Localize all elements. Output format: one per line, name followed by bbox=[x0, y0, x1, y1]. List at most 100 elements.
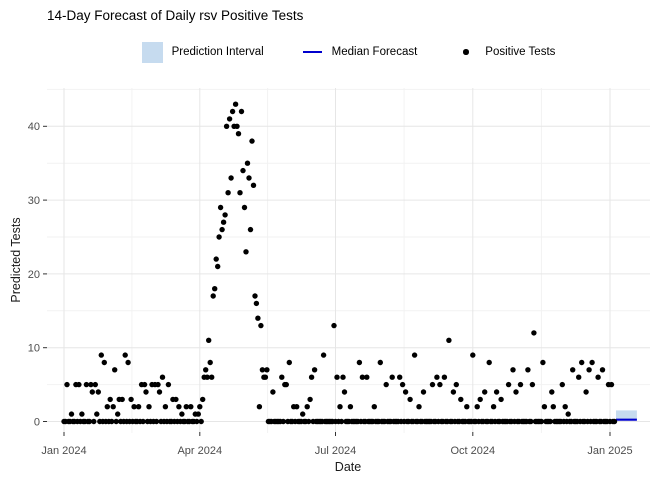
data-point bbox=[194, 418, 200, 425]
data-point bbox=[91, 418, 97, 425]
data-point bbox=[411, 352, 418, 358]
data-point bbox=[119, 396, 125, 403]
y-tick-label: 10 bbox=[28, 343, 40, 355]
data-point bbox=[195, 411, 201, 417]
data-point bbox=[320, 352, 327, 358]
y-tick-label: 30 bbox=[28, 195, 40, 207]
x-tick-label: Jan 2025 bbox=[587, 445, 632, 457]
data-point bbox=[207, 359, 213, 366]
data-point bbox=[383, 381, 389, 388]
data-point bbox=[219, 226, 225, 233]
positive-tests-key-box bbox=[455, 42, 476, 63]
data-point bbox=[235, 131, 242, 137]
data-point bbox=[446, 337, 452, 343]
data-point bbox=[528, 418, 534, 425]
data-point bbox=[210, 293, 216, 299]
data-point bbox=[68, 411, 75, 417]
legend-item-prediction-interval: Prediction Interval bbox=[141, 41, 264, 63]
data-point bbox=[377, 359, 383, 366]
data-point bbox=[128, 396, 134, 403]
data-point bbox=[222, 212, 228, 218]
data-point bbox=[183, 404, 189, 410]
data-point bbox=[122, 352, 128, 358]
data-point bbox=[86, 418, 93, 425]
data-point bbox=[306, 418, 312, 425]
x-tick-label: Jul 2024 bbox=[315, 445, 357, 457]
data-point bbox=[359, 374, 366, 380]
data-point bbox=[364, 374, 370, 380]
data-point bbox=[206, 337, 212, 343]
data-point bbox=[371, 404, 377, 410]
chart-title: 14-Day Forecast of Daily rsv Positive Te… bbox=[47, 8, 304, 23]
x-tick-label: Oct 2024 bbox=[450, 445, 495, 457]
data-point bbox=[89, 389, 96, 395]
data-point bbox=[243, 249, 249, 255]
data-point bbox=[283, 381, 289, 388]
data-point bbox=[347, 404, 354, 410]
y-tick-label: 40 bbox=[28, 121, 40, 133]
data-point bbox=[165, 381, 172, 388]
data-point bbox=[608, 381, 615, 388]
data-point bbox=[437, 381, 443, 388]
data-point bbox=[441, 374, 448, 380]
data-point bbox=[216, 234, 222, 240]
data-point bbox=[220, 219, 227, 225]
data-point bbox=[517, 381, 524, 388]
data-point bbox=[477, 396, 483, 403]
data-point bbox=[300, 411, 306, 417]
data-point bbox=[450, 389, 457, 395]
data-point bbox=[562, 404, 568, 410]
data-point bbox=[311, 367, 318, 373]
data-point bbox=[474, 404, 480, 410]
data-point bbox=[198, 418, 204, 425]
data-point bbox=[98, 352, 105, 358]
data-point bbox=[341, 389, 348, 395]
data-point bbox=[143, 389, 149, 395]
data-point bbox=[493, 389, 500, 395]
data-point bbox=[486, 359, 492, 366]
y-axis-title: Predicted Tests bbox=[9, 217, 23, 303]
data-point bbox=[529, 381, 536, 388]
data-point bbox=[203, 367, 209, 373]
data-point bbox=[247, 226, 254, 233]
data-point bbox=[541, 404, 548, 410]
data-point bbox=[259, 367, 266, 373]
data-point bbox=[88, 381, 94, 388]
data-point bbox=[255, 315, 261, 321]
data-point bbox=[232, 101, 239, 107]
data-point bbox=[458, 396, 464, 403]
data-point bbox=[513, 389, 519, 395]
data-point bbox=[262, 374, 269, 380]
data-point bbox=[226, 116, 233, 122]
data-point bbox=[583, 389, 589, 395]
data-point bbox=[156, 389, 163, 395]
x-tick-label: Jan 2024 bbox=[41, 445, 86, 457]
data-point bbox=[498, 396, 504, 403]
x-tick-label: Apr 2024 bbox=[177, 445, 222, 457]
data-point bbox=[579, 359, 585, 366]
data-point bbox=[397, 374, 403, 380]
data-point bbox=[125, 359, 131, 366]
data-point bbox=[279, 374, 285, 380]
data-point bbox=[586, 367, 592, 373]
data-point bbox=[94, 411, 100, 417]
data-point bbox=[141, 381, 148, 388]
data-point bbox=[576, 374, 582, 380]
legend: Prediction Interval Median Forecast Posi… bbox=[47, 40, 650, 64]
data-point bbox=[549, 389, 555, 395]
data-point bbox=[525, 367, 531, 373]
data-point bbox=[334, 374, 340, 380]
x-axis-title: Date bbox=[334, 460, 362, 474]
data-point bbox=[249, 138, 255, 144]
prediction-interval-swatch bbox=[141, 41, 163, 63]
data-point bbox=[264, 367, 270, 373]
median-forecast-key-box bbox=[302, 42, 323, 63]
data-point bbox=[416, 404, 422, 410]
data-point bbox=[453, 381, 459, 388]
data-point bbox=[490, 404, 497, 410]
data-point bbox=[113, 418, 119, 425]
data-point bbox=[244, 160, 251, 166]
data-point bbox=[215, 263, 221, 270]
data-point bbox=[402, 389, 409, 395]
